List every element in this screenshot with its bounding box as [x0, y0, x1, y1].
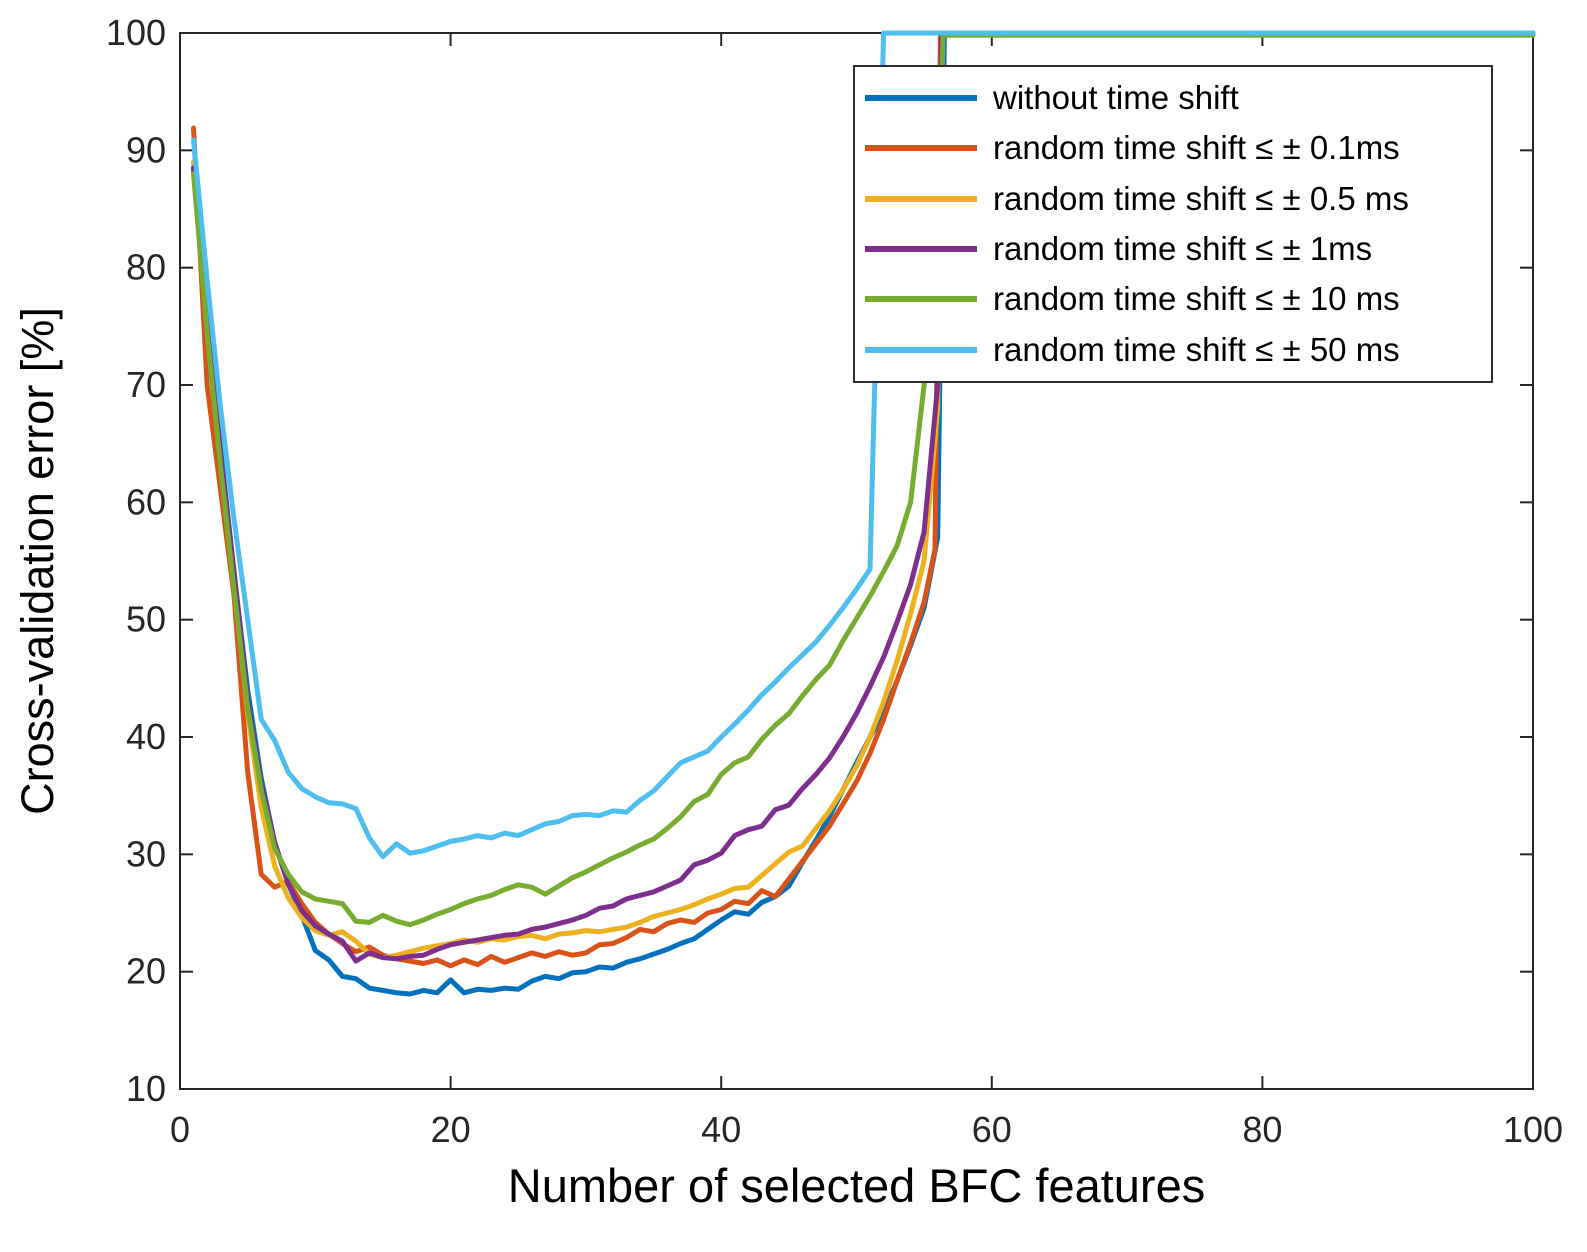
legend-item-label: random time shift ≤ ± 10 ms	[993, 280, 1400, 318]
legend-item-label: random time shift ≤ ± 50 ms	[993, 330, 1400, 368]
x-tick-label: 40	[701, 1109, 741, 1150]
legend-item: random time shift ≤ ± 0.5 ms	[865, 180, 1491, 218]
legend-item: without time shift	[865, 79, 1491, 117]
series-line-4	[191, 32, 1536, 928]
y-tick-label: 20	[126, 951, 166, 992]
legend-item: random time shift ≤ ± 10 ms	[865, 280, 1491, 318]
x-tick-label: 0	[170, 1109, 190, 1150]
series-line-2	[191, 30, 1536, 961]
x-tick-label: 100	[1503, 1109, 1563, 1150]
legend-item-label: random time shift ≤ ± 0.1ms	[993, 129, 1400, 167]
legend-item-label: random time shift ≤ ± 1ms	[993, 230, 1373, 268]
x-tick-label: 80	[1242, 1109, 1282, 1150]
series-line-5	[191, 30, 1536, 860]
y-tick-label: 40	[126, 716, 166, 757]
legend-line-swatch	[865, 145, 977, 152]
legend-item: random time shift ≤ ± 0.1ms	[865, 129, 1491, 167]
y-tick-label: 60	[126, 481, 166, 522]
plot-border	[179, 32, 1534, 1090]
legend-item: random time shift ≤ ± 50 ms	[865, 331, 1491, 369]
y-tick-label: 30	[126, 833, 166, 874]
x-tick-label: 60	[972, 1109, 1012, 1150]
y-tick-label: 100	[106, 12, 166, 53]
legend-item-label: without time shift	[993, 79, 1239, 117]
legend-item-label: random time shift ≤ ± 0.5 ms	[993, 179, 1409, 217]
legend-box: without time shift random time shift ≤ ±…	[853, 65, 1493, 383]
legend-item: random time shift ≤ ± 1ms	[865, 230, 1491, 268]
x-axis-label: Number of selected BFC features	[507, 1159, 1206, 1212]
legend-line-swatch	[865, 296, 977, 303]
x-tick-label: 20	[431, 1109, 471, 1150]
legend-line-swatch	[865, 246, 977, 253]
y-tick-label: 80	[126, 247, 166, 288]
y-tick-label: 70	[126, 364, 166, 405]
y-tick-label: 10	[126, 1068, 166, 1109]
legend-line-swatch	[865, 95, 977, 102]
series-line-3	[191, 30, 1536, 964]
y-tick-label: 90	[126, 129, 166, 170]
legend-line-swatch	[865, 195, 977, 202]
legend-line-swatch	[865, 346, 977, 353]
y-tick-label: 50	[126, 599, 166, 640]
